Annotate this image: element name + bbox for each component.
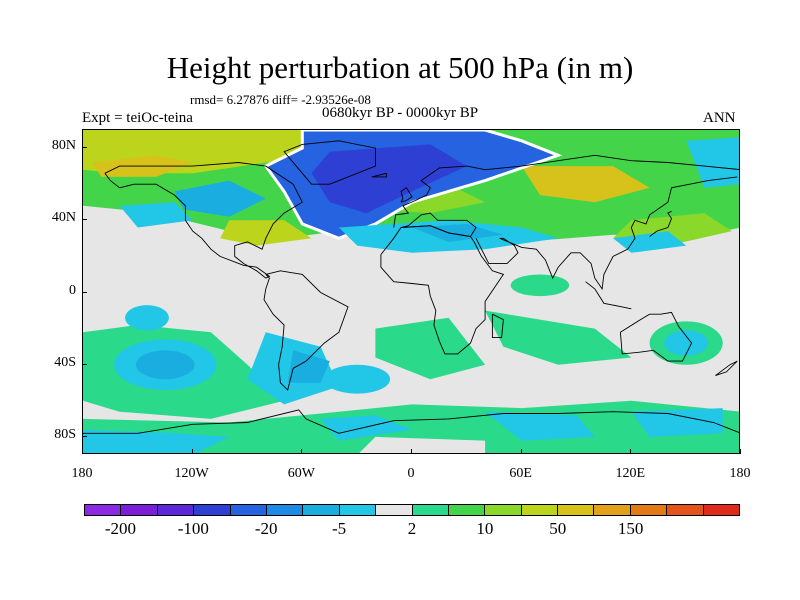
south-atlantic-positive-region bbox=[375, 317, 486, 380]
africa-coast bbox=[380, 225, 505, 355]
lat-tick-label: 80S bbox=[54, 426, 76, 442]
colorbar-label: -100 bbox=[177, 519, 209, 538]
australia-negative-core bbox=[664, 330, 709, 356]
iceland-coast bbox=[371, 172, 387, 178]
colorbar-swatch bbox=[194, 505, 231, 515]
lon-tick-label: 60W bbox=[287, 466, 315, 481]
colorbar-swatch bbox=[412, 505, 449, 515]
colorbar-label: -200 bbox=[104, 519, 137, 538]
antarctic-neutral-core bbox=[359, 436, 486, 453]
britain-coast bbox=[400, 187, 413, 203]
south-america-negative-core bbox=[287, 350, 330, 383]
lon-tick-label: 0 bbox=[407, 466, 415, 481]
antarctica-coast bbox=[83, 409, 739, 434]
lon-tick-label: 180 bbox=[71, 466, 93, 481]
asia-south-coast bbox=[475, 176, 738, 291]
season-label: ANN bbox=[703, 110, 736, 126]
colorbar-swatch bbox=[667, 505, 704, 515]
lon-tick-mark bbox=[191, 449, 193, 454]
map-plot-area bbox=[82, 129, 740, 454]
indonesia-coast bbox=[585, 281, 632, 310]
lat-tick-label: 80N bbox=[51, 138, 76, 154]
lat-tick-label: 40S bbox=[54, 354, 76, 370]
colorbar-swatch bbox=[594, 505, 631, 515]
map-title: Height perturbation at 500 hPa (in m) bbox=[166, 50, 634, 85]
colorbar-label: -20 bbox=[254, 519, 278, 538]
colorbar-label: 2 bbox=[407, 519, 417, 538]
lat-tick-mark bbox=[82, 219, 87, 221]
south-pacific-negative-core bbox=[136, 350, 195, 380]
colorbar-swatch bbox=[558, 505, 595, 515]
colorbar-swatch bbox=[121, 505, 158, 515]
us-positive-core bbox=[220, 220, 312, 246]
lat-tick-mark bbox=[82, 435, 87, 437]
eurasia-north-coast bbox=[393, 154, 739, 228]
colorbar-label: -5 bbox=[332, 519, 347, 538]
antarctic-negative-west bbox=[83, 429, 230, 453]
colorbar-swatch bbox=[376, 505, 413, 515]
colorbar-label: 50 bbox=[549, 519, 567, 538]
colorbar-swatch bbox=[85, 505, 122, 515]
east-asia-negative-region bbox=[613, 231, 687, 253]
experiment-label: Expt = teiOc-teina bbox=[82, 110, 193, 126]
colorbar-swatch bbox=[630, 505, 668, 515]
lon-tick-label: 180 bbox=[729, 466, 751, 481]
north-america-coast bbox=[104, 162, 303, 279]
north-atlantic-negative-core bbox=[311, 144, 467, 214]
stats-text: rmsd= 6.27876 diff= -2.93526e-08 bbox=[190, 92, 371, 107]
greenland-coast bbox=[283, 140, 376, 185]
colorbar-swatch bbox=[485, 505, 522, 515]
lon-tick-mark bbox=[411, 449, 412, 454]
colorbar-label: 10 bbox=[476, 519, 494, 538]
lon-tick-label: 60E bbox=[509, 466, 532, 481]
coastline-layer bbox=[83, 140, 739, 434]
south-america-coast bbox=[263, 270, 349, 391]
new-zealand-coast bbox=[715, 360, 738, 377]
colorbar-swatch bbox=[230, 505, 267, 515]
tropical-pacific-negative-blob bbox=[125, 305, 169, 331]
colorbar-swatch bbox=[339, 505, 377, 515]
contour-fill-layer bbox=[83, 130, 739, 453]
lon-tick-label: 120E bbox=[615, 466, 646, 481]
colorbar-label: 150 bbox=[617, 519, 644, 538]
indian-ocean-positive-region bbox=[485, 310, 632, 365]
lat-tick-mark bbox=[82, 363, 87, 365]
madagascar-coast bbox=[491, 313, 504, 339]
lon-tick-mark bbox=[520, 449, 522, 454]
lat-tick-mark bbox=[82, 147, 87, 149]
colorbar-swatch bbox=[303, 505, 340, 515]
siberia-positive-core bbox=[521, 166, 650, 203]
antarctic-negative-pacific bbox=[631, 408, 723, 437]
ne-pacific-negative-region bbox=[119, 202, 193, 228]
lon-tick-mark bbox=[82, 449, 83, 454]
japan-coast bbox=[649, 210, 673, 237]
lon-tick-mark bbox=[301, 449, 303, 454]
south-atlantic-negative-blob bbox=[324, 364, 391, 394]
lat-tick-mark bbox=[82, 291, 87, 293]
colorbar-swatch bbox=[266, 505, 304, 515]
colorbar-swatch bbox=[448, 505, 486, 515]
antarctic-negative-indian bbox=[485, 411, 595, 441]
canada-negative-region bbox=[174, 180, 266, 217]
lat-tick-label: 40N bbox=[51, 210, 76, 226]
antarctic-positive-band bbox=[83, 400, 739, 453]
colorbar-swatch bbox=[157, 505, 195, 515]
lon-tick-mark bbox=[740, 449, 741, 454]
australia-coast bbox=[619, 311, 693, 362]
period-label: 0680kyr BP - 0000kyr BP bbox=[322, 105, 479, 121]
lon-tick-mark bbox=[630, 449, 632, 454]
colorbar bbox=[84, 504, 740, 516]
mediterranean-negative-core bbox=[412, 223, 504, 242]
lon-tick-label: 120W bbox=[174, 466, 209, 481]
lat-tick-label: 0 bbox=[69, 282, 76, 298]
colorbar-swatch bbox=[703, 505, 740, 515]
height-perturbation-field bbox=[83, 130, 739, 453]
colorbar-swatch bbox=[521, 505, 559, 515]
east-arctic-negative-region bbox=[686, 137, 739, 188]
equatorial-indian-positive-blob bbox=[510, 274, 570, 297]
